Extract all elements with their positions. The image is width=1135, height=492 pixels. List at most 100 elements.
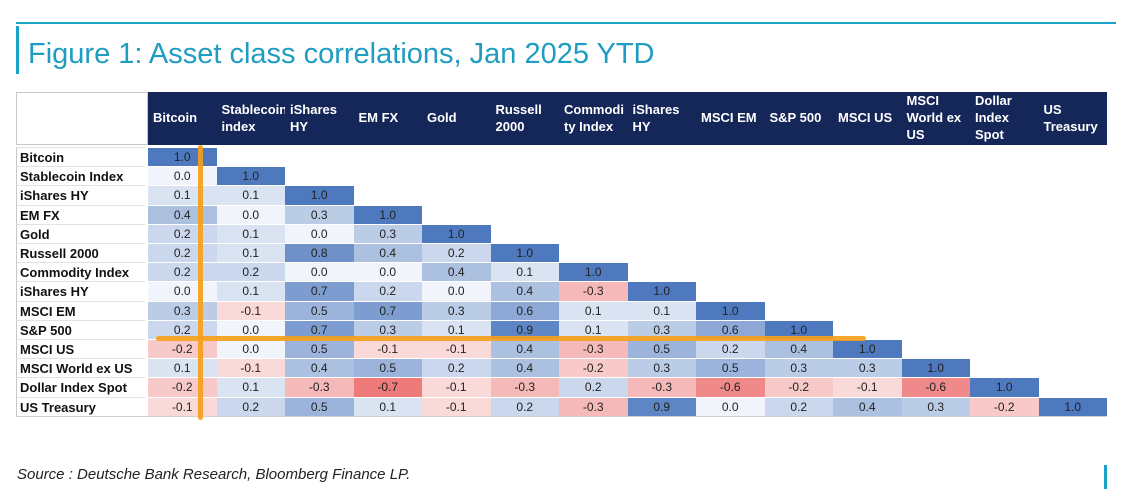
heatmap-cell: 0.2 — [490, 396, 559, 416]
row-label: EM FX — [16, 204, 145, 224]
heatmap-cell: 0.1 — [490, 262, 559, 282]
heatmap-cell: 0.1 — [216, 185, 285, 205]
heatmap-cell: 0.5 — [627, 339, 696, 359]
heatmap-cell: -0.1 — [216, 300, 285, 320]
heatmap-cell: 0.3 — [764, 358, 833, 378]
column-header: Bitcoin — [148, 92, 217, 145]
row-label: MSCI EM — [16, 300, 145, 320]
row-label: Dollar Index Spot — [16, 377, 145, 397]
heatmap-cell: 1.0 — [696, 300, 765, 320]
title-accent-bar — [16, 26, 19, 74]
heatmap-cell: -0.3 — [559, 281, 628, 301]
heatmap-cell: 0.3 — [422, 300, 491, 320]
row-label: Gold — [16, 223, 145, 243]
heatmap-cell: -0.6 — [696, 377, 765, 397]
heatmap-cell: 0.5 — [696, 358, 765, 378]
heatmap-cell: 0.2 — [353, 281, 422, 301]
heatmap-cell: 0.2 — [148, 262, 217, 282]
heatmap-cell: 0.1 — [216, 243, 285, 263]
header-blank-cell — [16, 92, 148, 145]
column-header: Dollar Index Spot — [970, 92, 1039, 145]
heatmap-cell: -0.2 — [148, 377, 217, 397]
heatmap-cell: 0.5 — [353, 358, 422, 378]
heatmap-cell: 0.2 — [559, 377, 628, 397]
heatmap-cell: 0.3 — [353, 319, 422, 339]
heatmap-cell: 0.0 — [216, 204, 285, 224]
figure-title: Figure 1: Asset class correlations, Jan … — [28, 38, 655, 70]
heatmap-cell: 0.1 — [216, 377, 285, 397]
heatmap-cell: 0.7 — [353, 300, 422, 320]
heatmap-cell: 0.0 — [216, 339, 285, 359]
heatmap-cell: 0.1 — [353, 396, 422, 416]
column-header: Commodi ty Index — [559, 92, 628, 145]
footer-accent-bar — [1104, 465, 1107, 489]
heatmap-cell: 0.4 — [353, 243, 422, 263]
heatmap-cell: 0.4 — [422, 262, 491, 282]
heatmap-cell: 1.0 — [148, 147, 217, 167]
heatmap-cell: 0.0 — [422, 281, 491, 301]
heatmap-cell: -0.1 — [833, 377, 902, 397]
heatmap-cell: 1.0 — [490, 243, 559, 263]
heatmap-cell: 1.0 — [216, 166, 285, 186]
heatmap-cell: 0.1 — [422, 319, 491, 339]
heatmap-cell: 0.0 — [285, 223, 354, 243]
column-header: Russell 2000 — [490, 92, 559, 145]
heatmap-cell: 0.2 — [696, 339, 765, 359]
heatmap-cell: -0.6 — [901, 377, 970, 397]
column-header: iShares HY — [627, 92, 696, 145]
heatmap-cell: -0.3 — [627, 377, 696, 397]
heatmap-cell: -0.1 — [422, 377, 491, 397]
bitcoin-column-highlight — [198, 145, 203, 420]
column-header: iShares HY — [285, 92, 354, 145]
heatmap-cell: 0.9 — [490, 319, 559, 339]
heatmap-cell: 0.4 — [490, 358, 559, 378]
heatmap-cell: 0.2 — [148, 223, 217, 243]
heatmap-cell: 0.0 — [353, 262, 422, 282]
heatmap-cell: 0.4 — [148, 204, 217, 224]
heatmap-cell: -0.7 — [353, 377, 422, 397]
column-header: MSCI US — [833, 92, 902, 145]
column-header: MSCI World ex US — [901, 92, 970, 145]
heatmap-cell: 0.0 — [148, 281, 217, 301]
heatmap-cell: 0.0 — [696, 396, 765, 416]
heatmap-cell: 0.4 — [490, 281, 559, 301]
heatmap-cell: 0.5 — [285, 300, 354, 320]
column-header: Gold — [422, 92, 491, 145]
heatmap-cell: 0.8 — [285, 243, 354, 263]
heatmap-cell: 0.2 — [422, 358, 491, 378]
heatmap-cell: 0.2 — [148, 243, 217, 263]
heatmap-cell: -0.1 — [422, 339, 491, 359]
column-header: S&P 500 — [764, 92, 833, 145]
column-header: US Treasury — [1038, 92, 1107, 145]
heatmap-cell: 0.2 — [422, 243, 491, 263]
heatmap-cell: -0.2 — [764, 377, 833, 397]
heatmap-cell: -0.3 — [490, 377, 559, 397]
heatmap-cell: 0.4 — [285, 358, 354, 378]
source-note: Source : Deutsche Bank Research, Bloombe… — [17, 466, 411, 483]
heatmap-cell: 0.1 — [216, 223, 285, 243]
heatmap-cell: 0.2 — [216, 262, 285, 282]
heatmap-cell: 0.3 — [833, 358, 902, 378]
heatmap-cell: 0.1 — [627, 300, 696, 320]
heatmap-cell: 0.3 — [353, 223, 422, 243]
heatmap-cell: -0.2 — [970, 396, 1039, 416]
heatmap-cell: 1.0 — [353, 204, 422, 224]
heatmap-cell: 1.0 — [970, 377, 1039, 397]
heatmap-cell: 0.3 — [627, 358, 696, 378]
heatmap-cell: -0.1 — [148, 396, 217, 416]
row-label: Bitcoin — [16, 147, 145, 167]
heatmap-cell: 0.2 — [764, 396, 833, 416]
sp500-row-highlight — [156, 336, 866, 341]
heatmap-cell: 1.0 — [764, 319, 833, 339]
row-label: US Treasury — [16, 396, 145, 416]
heatmap-cell: 1.0 — [559, 262, 628, 282]
table-bottom-border — [16, 415, 1107, 417]
heatmap-cell: 0.1 — [559, 300, 628, 320]
heatmap-cell: 0.4 — [764, 339, 833, 359]
heatmap-cell: 0.3 — [901, 396, 970, 416]
heatmap-cell: 0.1 — [559, 319, 628, 339]
heatmap-cell: 1.0 — [833, 339, 902, 359]
heatmap-cell: 0.7 — [285, 281, 354, 301]
heatmap-cell: 0.0 — [148, 166, 217, 186]
heatmap-cell: 0.5 — [285, 339, 354, 359]
